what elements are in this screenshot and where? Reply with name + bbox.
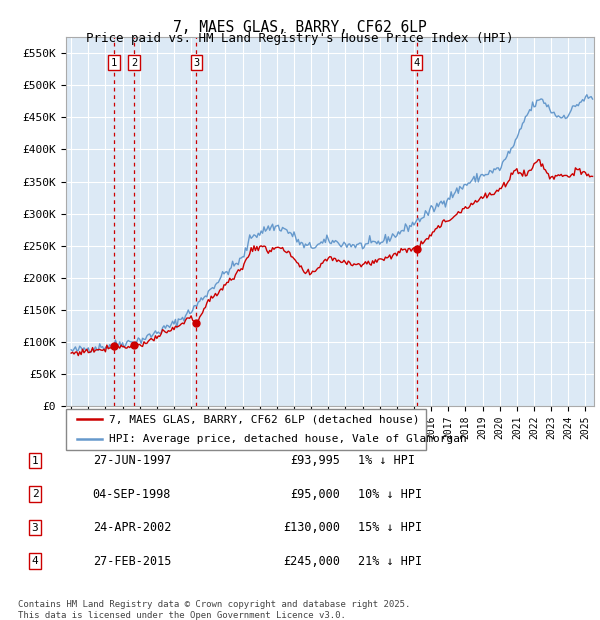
Text: Contains HM Land Registry data © Crown copyright and database right 2025.
This d: Contains HM Land Registry data © Crown c… [18,600,410,619]
Text: £93,995: £93,995 [290,454,340,467]
Text: 4: 4 [32,556,38,566]
Text: 2: 2 [131,58,137,68]
Text: 7, MAES GLAS, BARRY, CF62 6LP: 7, MAES GLAS, BARRY, CF62 6LP [173,20,427,35]
Text: £245,000: £245,000 [283,555,340,567]
Text: 24-APR-2002: 24-APR-2002 [92,521,171,534]
Text: 3: 3 [32,523,38,533]
Text: HPI: Average price, detached house, Vale of Glamorgan: HPI: Average price, detached house, Vale… [109,435,467,445]
Text: 1: 1 [111,58,117,68]
Text: 4: 4 [413,58,420,68]
Text: 10% ↓ HPI: 10% ↓ HPI [358,488,422,500]
Text: 1% ↓ HPI: 1% ↓ HPI [358,454,415,467]
Text: 3: 3 [193,58,200,68]
Text: £130,000: £130,000 [283,521,340,534]
Text: 2: 2 [32,489,38,499]
Text: 27-JUN-1997: 27-JUN-1997 [92,454,171,467]
Text: £95,000: £95,000 [290,488,340,500]
Text: 21% ↓ HPI: 21% ↓ HPI [358,555,422,567]
Text: 27-FEB-2015: 27-FEB-2015 [92,555,171,567]
Text: 15% ↓ HPI: 15% ↓ HPI [358,521,422,534]
Text: Price paid vs. HM Land Registry's House Price Index (HPI): Price paid vs. HM Land Registry's House … [86,32,514,45]
Text: 1: 1 [32,456,38,466]
FancyBboxPatch shape [66,409,426,450]
Text: 04-SEP-1998: 04-SEP-1998 [92,488,171,500]
Text: 7, MAES GLAS, BARRY, CF62 6LP (detached house): 7, MAES GLAS, BARRY, CF62 6LP (detached … [109,414,420,424]
